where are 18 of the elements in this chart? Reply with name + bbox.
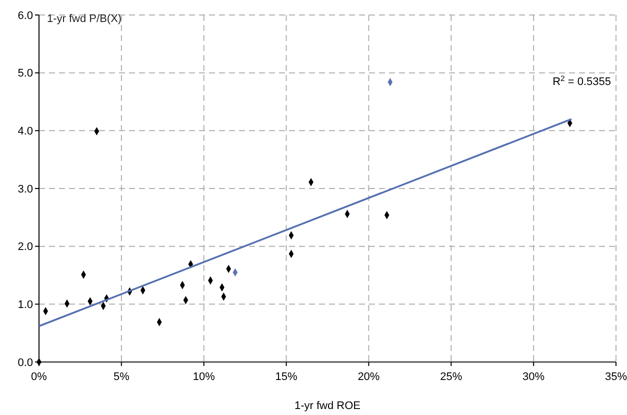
- y-tick-label: 1.0: [18, 299, 33, 312]
- y-tick-label: 4.0: [18, 126, 33, 138]
- x-tick-label: 35%: [604, 371, 627, 383]
- x-tick-label: 25%: [440, 371, 462, 383]
- x-tick-label: 5%: [113, 371, 130, 383]
- x-tick-label: 20%: [358, 371, 380, 383]
- y-tick-label: 2.0: [18, 241, 33, 254]
- x-tick-label: 15%: [275, 371, 298, 383]
- y-tick-label: 3.0: [18, 183, 33, 196]
- x-tick-label: 30%: [522, 371, 545, 383]
- y-tick-label: 0.0: [18, 356, 33, 369]
- y-tick-label: 6.0: [18, 10, 33, 22]
- y-axis-title: 1-yr fwd P/B(X): [47, 13, 122, 25]
- x-tick-label: 0%: [31, 371, 48, 383]
- x-tick-label: 10%: [192, 371, 216, 383]
- annotation: R$^{2}$ = 0.5355: [552, 74, 611, 88]
- x-axis-title: 1-yr fwd ROE: [294, 400, 361, 412]
- y-tick-label: 5.0: [18, 68, 33, 80]
